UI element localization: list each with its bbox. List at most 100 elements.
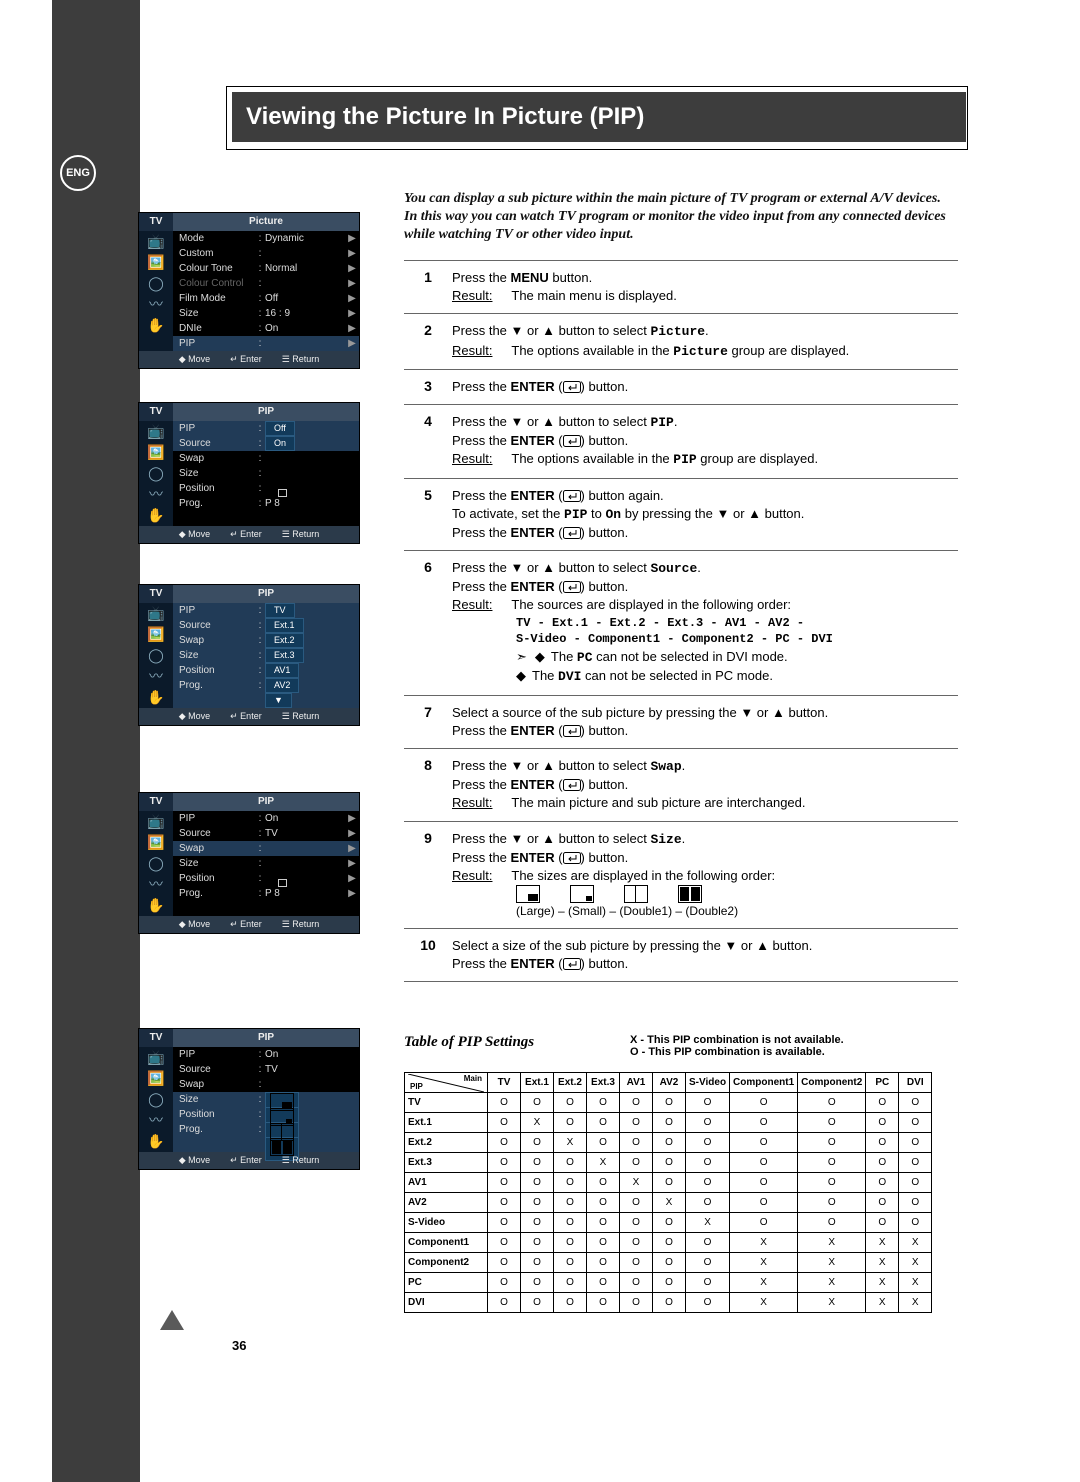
footer-triangle — [160, 1310, 184, 1330]
table-header: DVI — [899, 1073, 932, 1093]
osd-row: Size:▶ — [173, 856, 359, 871]
osd-nav-icon: ◯ — [139, 273, 173, 294]
table-cell: O — [620, 1253, 653, 1273]
row-header: Ext.1 — [405, 1113, 488, 1133]
table-cell: O — [899, 1213, 932, 1233]
osd-nav-icon: 〰 — [139, 666, 173, 687]
result-label: Result: — [452, 342, 508, 360]
table-cell: O — [521, 1133, 554, 1153]
table-cell: O — [587, 1213, 620, 1233]
page-number: 36 — [232, 1338, 246, 1353]
table-cell: X — [730, 1273, 798, 1293]
table-row: AV2OOOOOXOOOOO — [405, 1193, 932, 1213]
result-label: Result: — [452, 867, 508, 885]
osd-nav-icon: 📺 — [139, 603, 173, 624]
table-cell: O — [653, 1153, 686, 1173]
osd-nav-icon: ◯ — [139, 463, 173, 484]
pip-table-title: Table of PIP Settings — [404, 1034, 534, 1051]
osd-nav-icon: 🖼️ — [139, 252, 173, 273]
table-cell: O — [488, 1213, 521, 1233]
osd-row: PIP:On▶ — [173, 811, 359, 826]
osd-nav-icon: ◯ — [139, 645, 173, 666]
table-header: AV1 — [620, 1073, 653, 1093]
osd-tv-label: TV — [139, 1029, 173, 1047]
osd-nav-icon: ✋ — [139, 895, 173, 916]
row-header: Component2 — [405, 1253, 488, 1273]
step-line: Press the ▼ or ▲ button to select Source… — [452, 559, 958, 578]
table-cell: O — [488, 1273, 521, 1293]
osd-section-title: Picture — [173, 213, 359, 231]
step: 1Press the MENU button.Result: The main … — [404, 260, 958, 314]
step-number: 1 — [404, 269, 452, 305]
osd-row: Source:TV — [173, 1062, 359, 1077]
result-label: Result: — [452, 596, 508, 614]
table-cell: O — [866, 1153, 899, 1173]
step: 7Select a source of the sub picture by p… — [404, 696, 958, 749]
step: 4Press the ▼ or ▲ button to select PIP.P… — [404, 405, 958, 479]
table-cell: O — [521, 1093, 554, 1113]
step-line: Press the ENTER () button. — [452, 524, 958, 542]
osd-footer: ◆ Move↵ Enter☰ Return — [139, 708, 359, 725]
step: 8Press the ▼ or ▲ button to select Swap.… — [404, 749, 958, 822]
table-row: S-VideoOOOOOOXOOOO — [405, 1213, 932, 1233]
table-cell: X — [730, 1293, 798, 1313]
row-header: DVI — [405, 1293, 488, 1313]
table-cell: O — [521, 1273, 554, 1293]
table-cell: X — [899, 1273, 932, 1293]
table-cell: O — [866, 1133, 899, 1153]
table-cell: O — [620, 1093, 653, 1113]
osd-row: DNIe:On▶ — [173, 321, 359, 336]
osd-nav-icon: 📺 — [139, 1047, 173, 1068]
table-cell: O — [653, 1233, 686, 1253]
table-header: Ext.3 — [587, 1073, 620, 1093]
step-line: Press the ENTER () button. — [452, 578, 958, 596]
table-cell: O — [686, 1113, 730, 1133]
osd-section-title: PIP — [173, 1029, 359, 1047]
table-cell: O — [686, 1093, 730, 1113]
table-cell: O — [730, 1153, 798, 1173]
step-line: Select a source of the sub picture by pr… — [452, 704, 958, 722]
osd-row: ▼ — [173, 693, 359, 708]
table-cell: O — [730, 1133, 798, 1153]
osd-nav-icon: 📺 — [139, 811, 173, 832]
step: 10Select a size of the sub picture by pr… — [404, 929, 958, 982]
table-cell: O — [521, 1293, 554, 1313]
steps-list: 1Press the MENU button.Result: The main … — [404, 260, 958, 982]
table-cell: O — [686, 1173, 730, 1193]
osd-nav-icon: 🖼️ — [139, 1068, 173, 1089]
table-cell: O — [653, 1133, 686, 1153]
table-cell: O — [488, 1193, 521, 1213]
osd-row: Colour Control:▶ — [173, 276, 359, 291]
osd-row: Swap: — [173, 451, 359, 466]
osd-nav-icon: ✋ — [139, 505, 173, 526]
table-cell: X — [798, 1253, 866, 1273]
step-line: Result: The main picture and sub picture… — [452, 794, 958, 812]
table-cell: O — [730, 1113, 798, 1133]
pip-settings-table: MainPIPTVExt.1Ext.2Ext.3AV1AV2S-VideoCom… — [404, 1072, 932, 1313]
row-header: PC — [405, 1273, 488, 1293]
result-label: Result: — [452, 794, 508, 812]
table-cell: X — [866, 1293, 899, 1313]
step-line: Press the ENTER () button. — [452, 432, 958, 450]
row-header: AV1 — [405, 1173, 488, 1193]
osd-nav-icon: 🖼️ — [139, 624, 173, 645]
pip-table-note: X - This PIP combination is not availabl… — [630, 1034, 844, 1058]
table-cell: O — [899, 1113, 932, 1133]
osd-row: Colour Tone:Normal▶ — [173, 261, 359, 276]
step-line: Press the ▼ or ▲ button to select Pictur… — [452, 322, 958, 341]
step-number: 5 — [404, 487, 452, 543]
osd-section-title: PIP — [173, 403, 359, 421]
table-cell: O — [587, 1193, 620, 1213]
step-line: To activate, set the PIP to On by pressi… — [452, 505, 958, 524]
size-icons-row — [516, 885, 958, 903]
note-o: O - This PIP combination is available. — [630, 1046, 825, 1058]
osd-row: Swap:Ext.2 — [173, 633, 359, 648]
step-number: 2 — [404, 322, 452, 360]
osd-nav-icon: ✋ — [139, 687, 173, 708]
row-header: S-Video — [405, 1213, 488, 1233]
table-cell: O — [730, 1173, 798, 1193]
osd-row: Position: — [173, 1107, 359, 1122]
osd-nav-icon: 〰 — [139, 294, 173, 315]
osd-row: Position:AV1 — [173, 663, 359, 678]
table-cell: O — [620, 1213, 653, 1233]
